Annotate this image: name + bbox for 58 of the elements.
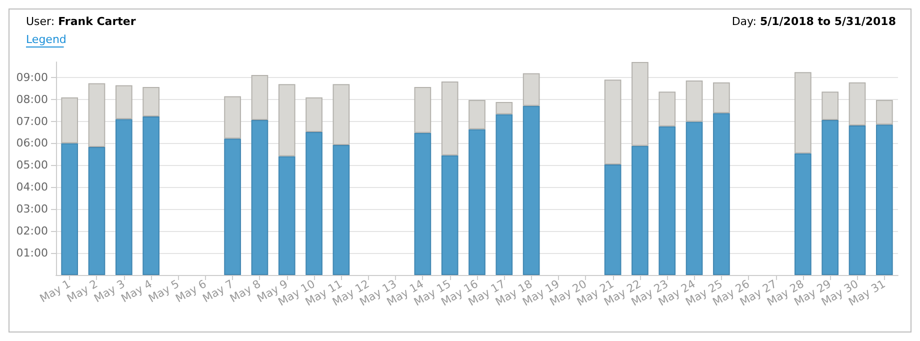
y-tick-label: 05:00 [16,158,48,172]
y-tick-label: 07:00 [16,114,48,128]
bar [441,82,458,156]
bar [142,87,160,116]
bar [251,74,268,120]
bar [496,102,513,114]
bar [822,92,839,120]
bar [658,92,676,126]
bar [441,155,458,275]
bar [848,82,866,126]
bar [414,87,432,133]
bar [414,132,432,275]
bar [713,82,730,114]
bar [88,146,106,275]
bar [332,84,350,146]
chart-title: User: Frank Carter [26,15,136,28]
y-tick-label: 04:00 [16,180,48,194]
bar [876,124,893,275]
bar [468,100,486,130]
y-tick-label: 08:00 [16,92,48,106]
bar [522,73,540,106]
bar [306,132,322,275]
bar [604,80,622,165]
y-tick-label: 01:00 [16,246,48,260]
y-tick-label: 03:00 [16,202,48,216]
bar [251,120,268,275]
bar [794,72,812,154]
bar [306,97,322,132]
bar [115,119,132,275]
bar [713,113,730,275]
bar [496,114,513,275]
bar [632,62,648,146]
y-tick-label: 09:00 [16,70,48,84]
bar [88,83,106,147]
bar [142,116,160,275]
bar [332,145,350,275]
bar [848,125,866,275]
bar [686,80,703,122]
bar [278,84,296,156]
bar [604,164,622,275]
bar [876,100,893,125]
bar [794,153,812,275]
bar [115,85,132,120]
bar [822,120,839,275]
y-tick-label: 06:00 [16,136,48,150]
bar [522,106,540,275]
bar [658,126,676,275]
text: Legend [26,33,66,46]
bar [278,156,296,275]
bar [224,96,241,139]
bar [632,146,648,275]
bar [686,122,703,275]
bar [468,129,486,275]
text: Day: 5/1/2018 to 5/31/2018 [732,15,896,28]
bar [224,138,241,275]
y-tick-label: 02:00 [16,224,48,238]
bar [61,97,78,144]
bar [61,143,78,275]
